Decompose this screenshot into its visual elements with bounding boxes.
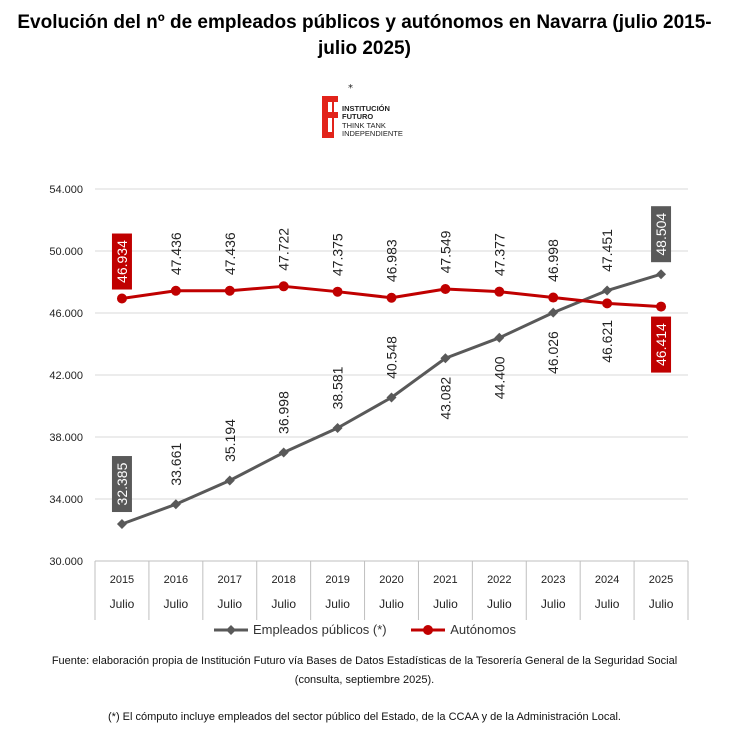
logo-star: * xyxy=(348,83,353,94)
y-tick-label: 34.000 xyxy=(49,494,83,506)
data-label-autonomos: 46.621 xyxy=(599,320,615,363)
data-point-empleados xyxy=(602,285,613,296)
legend-item-autonomos: Autónomos xyxy=(410,622,516,637)
data-point-empleados xyxy=(440,353,451,364)
data-label-autonomos: 47.377 xyxy=(491,233,507,276)
scope-footnote: (*) El cómputo incluye empleados del sec… xyxy=(108,711,621,723)
data-point-empleados xyxy=(332,422,343,433)
x-tick-label-month: Julio xyxy=(541,597,566,611)
data-label-empleados: 32.385 xyxy=(114,462,130,505)
x-tick-label-month: Julio xyxy=(110,597,135,611)
legend-line-circle-icon xyxy=(411,624,446,635)
x-tick-label-year: 2023 xyxy=(541,574,565,586)
chart-title: Evolución del nº de empleados públicos y… xyxy=(17,12,712,59)
source-footnote: Fuente: elaboración propia de Institució… xyxy=(51,655,678,686)
data-point-autonomos xyxy=(386,292,397,303)
data-label-empleados: 36.998 xyxy=(276,391,292,434)
data-point-autonomos xyxy=(440,283,451,294)
y-tick-label: 46.000 xyxy=(49,308,83,320)
data-label-empleados: 46.026 xyxy=(545,331,561,374)
y-tick-label: 54.000 xyxy=(49,184,83,196)
data-label-empleados: 38.581 xyxy=(330,366,346,409)
legend-label-empleados: Empleados públicos (*) xyxy=(252,622,387,637)
data-point-empleados xyxy=(116,519,127,530)
data-label-empleados-box xyxy=(651,206,672,263)
x-tick-label-month: Julio xyxy=(164,597,189,611)
y-tick-label: 42.000 xyxy=(49,370,83,382)
data-point-empleados xyxy=(170,499,181,510)
data-label-empleados: 47.451 xyxy=(599,229,615,272)
data-label-empleados: 44.400 xyxy=(491,356,507,399)
data-point-empleados xyxy=(494,332,505,343)
y-tick-label: 50.000 xyxy=(49,246,83,258)
x-tick-label-month: Julio xyxy=(433,597,458,611)
x-tick-label-year: 2024 xyxy=(595,574,619,586)
x-tick-label-year: 2021 xyxy=(433,574,457,586)
x-tick-label-year: 2018 xyxy=(271,574,295,586)
legend-item-empleados: Empleados públicos (*) xyxy=(213,622,387,637)
data-point-autonomos xyxy=(656,301,667,312)
data-point-empleados xyxy=(224,475,235,486)
x-tick-label-year: 2019 xyxy=(325,574,349,586)
data-label-empleados: 43.082 xyxy=(437,377,453,420)
data-label-autonomos: 46.998 xyxy=(545,239,561,282)
data-label-empleados: 40.548 xyxy=(384,336,400,379)
data-label-autonomos: 47.549 xyxy=(437,230,453,273)
legend-line-diamond-icon xyxy=(213,624,248,635)
x-tick-label-month: Julio xyxy=(325,597,350,611)
data-label-empleados: 35.194 xyxy=(222,419,238,462)
logo-mark-icon: * xyxy=(322,83,353,138)
data-point-autonomos xyxy=(548,292,559,303)
data-point-autonomos xyxy=(278,281,289,292)
x-tick-label-year: 2015 xyxy=(110,574,134,586)
x-tick-label-year: 2017 xyxy=(218,574,242,586)
data-point-autonomos xyxy=(116,293,127,304)
logo-line-2: FUTURO xyxy=(342,112,374,122)
institucion-futuro-logo: * INSTITUCIÓN FUTURO THINK TANK INDEPEND… xyxy=(322,82,442,142)
logo-line-1: INSTITUCIÓN xyxy=(342,104,390,113)
x-tick-label-month: Julio xyxy=(595,597,620,611)
x-tick-label-year: 2025 xyxy=(649,574,673,586)
data-label-autonomos-box xyxy=(111,233,132,290)
data-point-autonomos xyxy=(224,285,235,296)
data-label-empleados-box xyxy=(111,456,132,513)
data-point-empleados xyxy=(548,307,559,318)
x-tick-label-year: 2022 xyxy=(487,574,511,586)
data-label-autonomos: 47.722 xyxy=(276,228,292,271)
data-point-empleados xyxy=(656,269,667,280)
x-tick-label-month: Julio xyxy=(649,597,674,611)
x-tick-label-month: Julio xyxy=(379,597,404,611)
logo-line-3: THINK TANK xyxy=(342,120,386,130)
x-tick-label-month: Julio xyxy=(271,597,296,611)
logo-text: INSTITUCIÓN FUTURO THINK TANK INDEPENDIE… xyxy=(342,104,403,139)
legend-label-autonomos: Autónomos xyxy=(450,622,517,637)
data-point-autonomos xyxy=(332,286,343,297)
data-label-empleados: 33.661 xyxy=(168,443,184,486)
data-label-autonomos: 46.934 xyxy=(114,240,130,283)
data-point-autonomos xyxy=(602,298,613,309)
y-tick-label: 30.000 xyxy=(49,556,83,568)
data-label-empleados: 48.504 xyxy=(653,213,669,256)
line-chart: 30.000 34.000 38.000 42.000 46.000 50.000 54.0… xyxy=(49,184,689,620)
data-label-autonomos: 47.436 xyxy=(222,232,238,275)
logo-line-4: INDEPENDIENTE xyxy=(342,129,403,139)
data-point-autonomos xyxy=(494,286,505,297)
data-point-autonomos xyxy=(170,285,181,296)
x-tick-label-month: Julio xyxy=(487,597,512,611)
data-label-autonomos: 46.414 xyxy=(653,323,669,366)
y-tick-label: 38.000 xyxy=(49,432,83,444)
data-label-autonomos: 47.375 xyxy=(330,233,346,276)
chart-legend: Empleados públicos (*) Autónomos xyxy=(0,622,729,639)
x-tick-label-month: Julio xyxy=(217,597,242,611)
x-tick-label-year: 2016 xyxy=(164,574,188,586)
data-label-autonomos-box xyxy=(651,316,672,373)
x-tick-label-year: 2020 xyxy=(379,574,403,586)
data-point-empleados xyxy=(386,392,397,403)
data-label-autonomos: 46.983 xyxy=(384,239,400,282)
data-point-empleados xyxy=(278,447,289,458)
data-label-autonomos: 47.436 xyxy=(168,232,184,275)
